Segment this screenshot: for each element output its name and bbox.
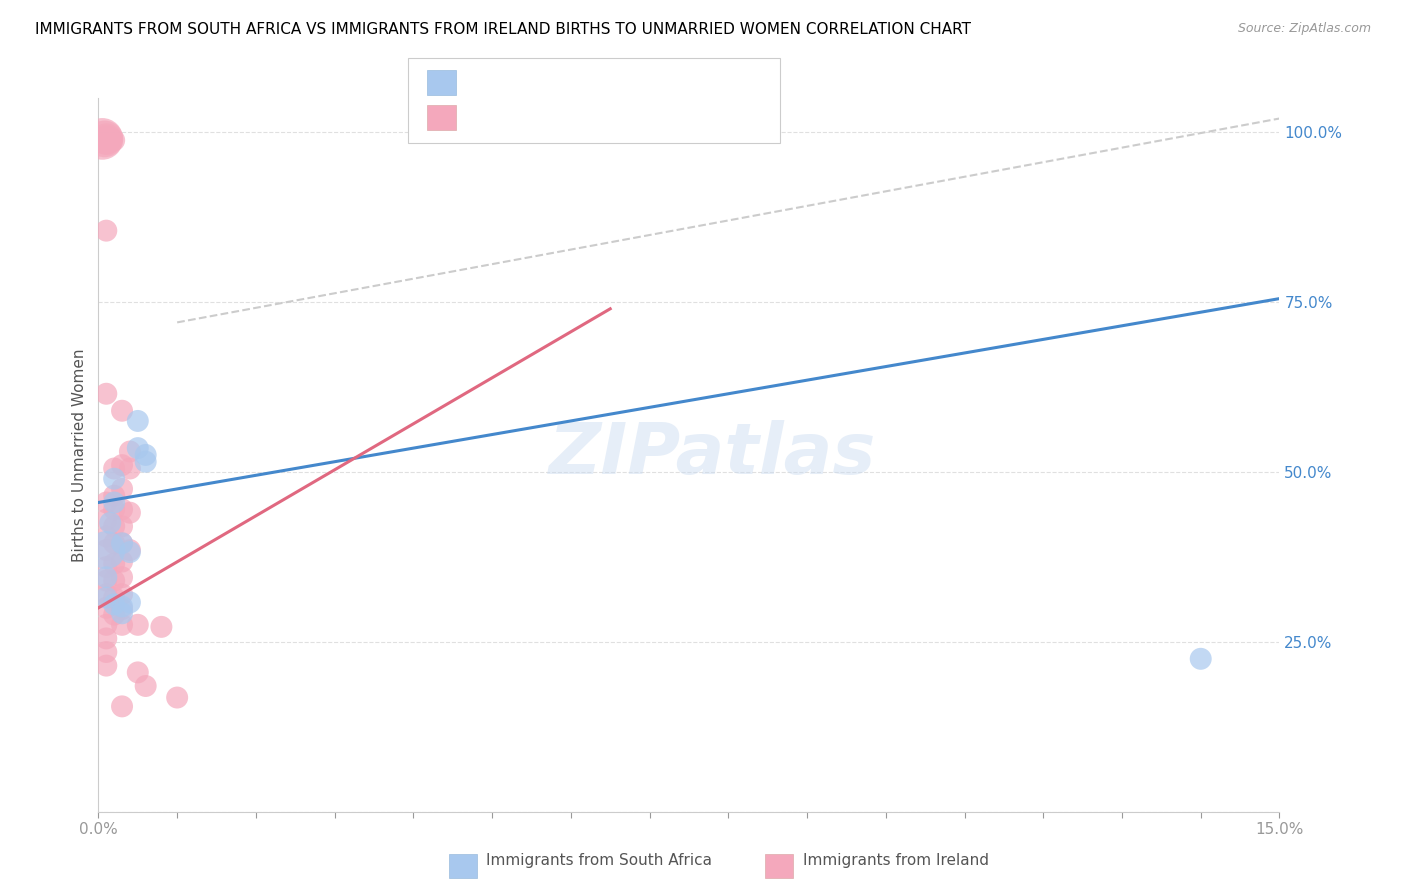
Text: R = 0.204: R = 0.204	[465, 74, 555, 92]
Point	[111, 599, 134, 614]
Text: R = 0.334: R = 0.334	[465, 109, 555, 127]
Point	[118, 506, 141, 520]
Point	[103, 536, 125, 550]
Point	[96, 543, 118, 558]
Point	[103, 472, 125, 486]
Point	[111, 587, 134, 601]
Point	[103, 133, 125, 147]
Point	[103, 557, 125, 571]
Point	[103, 607, 125, 622]
Y-axis label: Births to Unmarried Women: Births to Unmarried Women	[72, 348, 87, 562]
Point	[1189, 652, 1212, 666]
Point	[111, 555, 134, 569]
Point	[103, 591, 125, 605]
Point	[103, 489, 125, 503]
Text: Source: ZipAtlas.com: Source: ZipAtlas.com	[1237, 22, 1371, 36]
Point	[118, 595, 141, 609]
Point	[96, 591, 118, 605]
Point	[111, 607, 134, 621]
Point	[111, 536, 134, 550]
Point	[93, 132, 115, 146]
Point	[127, 665, 149, 680]
Point	[111, 502, 134, 516]
Point	[96, 512, 118, 526]
Point	[118, 543, 141, 558]
Point	[98, 516, 121, 530]
Point	[118, 461, 141, 475]
Point	[96, 574, 118, 588]
Point	[135, 455, 157, 469]
Point	[111, 570, 134, 584]
Point	[96, 133, 118, 147]
Point	[103, 461, 125, 475]
Point	[135, 448, 157, 462]
Point	[118, 545, 141, 559]
Point	[111, 458, 134, 472]
Point	[127, 414, 149, 428]
Point	[118, 444, 141, 458]
Point	[96, 543, 118, 558]
Point	[96, 600, 118, 615]
Point	[103, 574, 125, 588]
Point	[96, 495, 118, 509]
Point	[166, 690, 188, 705]
Point	[91, 132, 114, 146]
Point	[111, 699, 134, 714]
Point	[127, 617, 149, 632]
Point	[111, 403, 134, 417]
Point	[96, 224, 118, 238]
Point	[103, 502, 125, 516]
Point	[111, 602, 134, 616]
Point	[135, 679, 157, 693]
Point	[111, 536, 134, 550]
Point	[96, 658, 118, 673]
Point	[103, 598, 125, 612]
Point	[96, 645, 118, 659]
Point	[103, 495, 125, 509]
Point	[96, 632, 118, 646]
Point	[96, 560, 118, 574]
Point	[96, 132, 118, 146]
Point	[96, 529, 118, 543]
Point	[127, 441, 149, 455]
Point	[111, 617, 134, 632]
Text: N = 51: N = 51	[602, 109, 665, 127]
Point	[150, 620, 173, 634]
Point	[96, 587, 118, 601]
Point	[111, 482, 134, 496]
Point	[96, 617, 118, 632]
Text: Immigrants from South Africa: Immigrants from South Africa	[486, 854, 713, 868]
Point	[103, 519, 125, 533]
Point	[98, 132, 121, 146]
Text: N = 17: N = 17	[602, 74, 665, 92]
Text: ZIPatlas: ZIPatlas	[548, 420, 876, 490]
Text: IMMIGRANTS FROM SOUTH AFRICA VS IMMIGRANTS FROM IRELAND BIRTHS TO UNMARRIED WOME: IMMIGRANTS FROM SOUTH AFRICA VS IMMIGRAN…	[35, 22, 972, 37]
Point	[96, 570, 118, 584]
Point	[111, 519, 134, 533]
Point	[96, 386, 118, 401]
Text: Immigrants from Ireland: Immigrants from Ireland	[803, 854, 988, 868]
